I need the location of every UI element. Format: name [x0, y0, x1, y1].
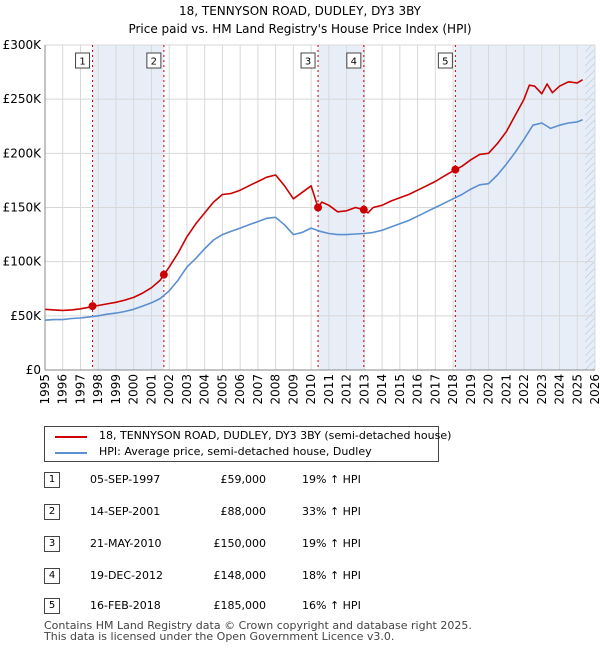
- x-tick-label: 2014: [375, 374, 389, 405]
- legend-swatch-hpi: [55, 452, 87, 454]
- sale-price: £88,000: [220, 505, 267, 518]
- sale-price: £150,000: [213, 537, 267, 550]
- x-tick-label: 2009: [286, 374, 300, 405]
- y-tick-label: £100K: [3, 255, 43, 269]
- sale-date: 16-FEB-2018: [90, 599, 161, 612]
- x-tick-label: 2006: [233, 374, 247, 405]
- x-tick-label: 2017: [428, 374, 442, 405]
- sale-label-box: [437, 52, 453, 69]
- table-row: 4 19-DEC-2012 £148,000 18% ↑ HPI: [44, 566, 564, 586]
- y-tick-label: £150K: [3, 201, 43, 215]
- x-tick-label: 2011: [322, 374, 336, 405]
- x-tick-label: 1997: [73, 374, 87, 405]
- x-tick-label: 2004: [198, 374, 212, 405]
- sale-label-box: [75, 52, 91, 69]
- sale-number-badge: 4: [44, 568, 60, 584]
- sale-label-number: 5: [442, 57, 448, 68]
- x-tick-label: 1995: [38, 374, 52, 405]
- chart-subtitle: Price paid vs. HM Land Registry's House …: [128, 22, 471, 36]
- sale-number-badge: 2: [44, 504, 60, 520]
- sale-price: £59,000: [220, 473, 267, 486]
- y-tick-label: £300K: [3, 38, 43, 52]
- price-chart: 18, TENNYSON ROAD, DUDLEY, DY3 3BY Price…: [3, 4, 600, 405]
- chart-legend: 18, TENNYSON ROAD, DUDLEY, DY3 3BY (semi…: [44, 426, 451, 462]
- footer-line-1: Contains HM Land Registry data © Crown c…: [44, 619, 472, 632]
- y-tick-label: £50K: [10, 309, 42, 323]
- y-tick-label: £250K: [3, 92, 43, 106]
- x-tick-label: 2007: [251, 374, 265, 405]
- sale-hpi-change: 19% ↑ HPI: [302, 537, 361, 550]
- x-tick-label: 2005: [215, 374, 229, 405]
- sale-date: 14-SEP-2001: [90, 505, 161, 518]
- x-tick-label: 2025: [570, 374, 584, 405]
- x-tick-label: 2003: [180, 374, 194, 405]
- sale-date: 05-SEP-1997: [90, 473, 161, 486]
- table-row: 5 16-FEB-2018 £185,000 16% ↑ HPI: [44, 596, 564, 616]
- sale-point: [88, 302, 97, 311]
- sale-price: £148,000: [213, 569, 267, 582]
- x-tick-label: 2002: [162, 374, 176, 405]
- x-tick-label: 2018: [446, 374, 460, 405]
- footer-line-2: This data is licensed under the Open Gov…: [44, 630, 395, 643]
- x-tick-label: 2008: [269, 374, 283, 405]
- sale-hpi-change: 33% ↑ HPI: [302, 505, 361, 518]
- x-tick-label: 2012: [340, 374, 354, 405]
- sale-hpi-change: 16% ↑ HPI: [302, 599, 361, 612]
- x-tick-label: 2024: [553, 374, 567, 405]
- sale-label-number: 4: [351, 57, 357, 68]
- sale-point: [314, 203, 323, 212]
- sale-point: [359, 205, 368, 214]
- sale-label-number: 3: [305, 57, 311, 68]
- x-tick-label: 2010: [304, 374, 318, 405]
- sale-hpi-change: 18% ↑ HPI: [302, 569, 361, 582]
- y-tick-label: £0: [26, 363, 41, 377]
- sale-label-box: [346, 52, 362, 69]
- table-row: 1 05-SEP-1997 £59,000 19% ↑ HPI: [44, 470, 564, 490]
- x-tick-label: 2019: [464, 374, 478, 405]
- x-tick-label: 2016: [411, 374, 425, 405]
- sale-number-badge: 5: [44, 598, 60, 614]
- sale-date: 19-DEC-2012: [90, 569, 164, 582]
- sale-label-box: [146, 52, 162, 69]
- sale-label-box: [300, 52, 316, 69]
- sale-point: [159, 270, 168, 279]
- sale-number-badge: 1: [44, 472, 60, 488]
- sale-label-number: 1: [79, 57, 85, 68]
- sale-date: 21-MAY-2010: [90, 537, 162, 550]
- x-tick-label: 2015: [393, 374, 407, 405]
- y-tick-label: £200K: [3, 146, 43, 160]
- x-tick-label: 2021: [499, 374, 513, 405]
- legend-label-hpi: HPI: Average price, semi-detached house,…: [99, 445, 372, 458]
- sale-price: £185,000: [213, 599, 267, 612]
- hpi-line: [44, 119, 583, 321]
- footer-attribution: Contains HM Land Registry data © Crown c…: [44, 620, 472, 642]
- x-tick-label: 1998: [91, 374, 105, 405]
- x-tick-label: 2022: [517, 374, 531, 405]
- x-tick-label: 1996: [56, 374, 70, 405]
- x-tick-label: 2020: [482, 374, 496, 405]
- sale-number-badge: 3: [44, 536, 60, 552]
- sale-point: [451, 165, 460, 174]
- table-row: 2 14-SEP-2001 £88,000 33% ↑ HPI: [44, 502, 564, 522]
- sale-hpi-change: 19% ↑ HPI: [302, 473, 361, 486]
- x-tick-label: 2013: [357, 374, 371, 405]
- x-tick-label: 2000: [127, 374, 141, 405]
- x-tick-label: 2026: [588, 374, 600, 405]
- legend-swatch-property: [55, 436, 87, 438]
- chart-title: 18, TENNYSON ROAD, DUDLEY, DY3 3BY: [179, 4, 422, 18]
- sale-label-number: 2: [151, 57, 157, 68]
- x-tick-label: 2001: [144, 374, 158, 405]
- legend-label-property: 18, TENNYSON ROAD, DUDLEY, DY3 3BY (semi…: [99, 429, 452, 442]
- table-row: 3 21-MAY-2010 £150,000 19% ↑ HPI: [44, 534, 564, 554]
- x-tick-label: 2023: [535, 374, 549, 405]
- x-tick-label: 1999: [109, 374, 123, 405]
